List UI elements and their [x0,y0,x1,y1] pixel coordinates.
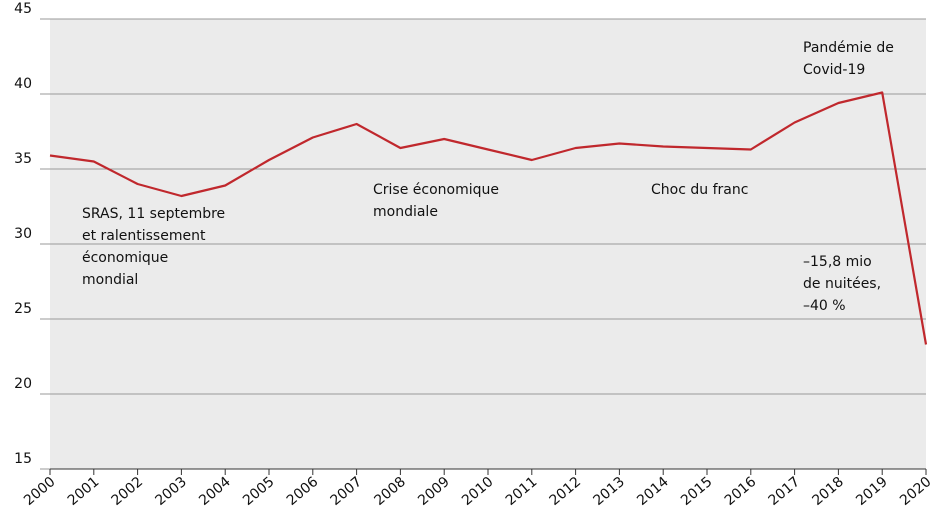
line-series [49,91,928,345]
annotation-line: mondiale [373,204,438,220]
annotation-line: Choc du franc [651,182,748,198]
y-tick-label: 15 [14,451,32,467]
y-tick-label: 25 [14,301,32,317]
x-tick-label: 2015 [678,474,716,509]
annotation-line: mondial [82,272,138,288]
annotation: Crise économique mondiale [373,182,499,220]
x-tick-label: 2018 [809,474,847,509]
x-tick-label: 2008 [371,474,409,509]
y-tick-label: 20 [14,376,32,392]
annotation-line: –15,8 mio [803,254,872,270]
annotation-line: Covid-19 [803,62,865,78]
x-tick-label: 2005 [240,474,278,509]
x-tick-label: 2002 [109,474,147,509]
annotation-line: Pandémie de [803,40,894,56]
x-tick-label: 2001 [65,474,103,509]
x-tick-label: 2017 [766,474,804,509]
x-tick-label: 2000 [21,474,59,509]
x-tick-label: 2010 [459,474,497,509]
x-tick-label: 2016 [722,474,760,509]
x-tick-label: 2004 [196,474,234,509]
x-tick-label: 2019 [853,474,891,509]
annotation-line: Crise économique [373,182,499,198]
x-tick-label: 2007 [328,474,366,509]
annotation-line: –40 % [803,298,846,314]
x-tick-label: 2006 [284,474,322,509]
annotation-line: SRAS, 11 septembre [82,206,225,222]
y-tick-label: 30 [14,226,32,242]
annotation: SRAS, 11 septembre et ralentissement écono… [82,206,225,288]
y-tick-label: 45 [14,1,32,17]
x-tick-label: 2011 [503,474,541,509]
x-tick-label: 2012 [547,474,585,509]
x-tick-label: 2014 [634,474,672,509]
annotation: –15,8 mio de nuitées, –40 % [803,254,881,314]
annotation: Choc du franc [651,182,748,198]
annotation-line: économique [82,250,168,266]
y-tick-label: 40 [14,76,32,92]
x-tick-label: 2020 [897,474,935,509]
x-tick-label: 2013 [590,474,628,509]
annotation-line: de nuitées, [803,276,881,292]
x-tick-label: 2003 [152,474,190,509]
x-tick-label: 2009 [415,474,453,509]
y-tick-label: 35 [14,151,32,167]
annotation-line: et ralentissement [82,228,206,244]
annotation: Pandémie de Covid-19 [803,40,894,78]
